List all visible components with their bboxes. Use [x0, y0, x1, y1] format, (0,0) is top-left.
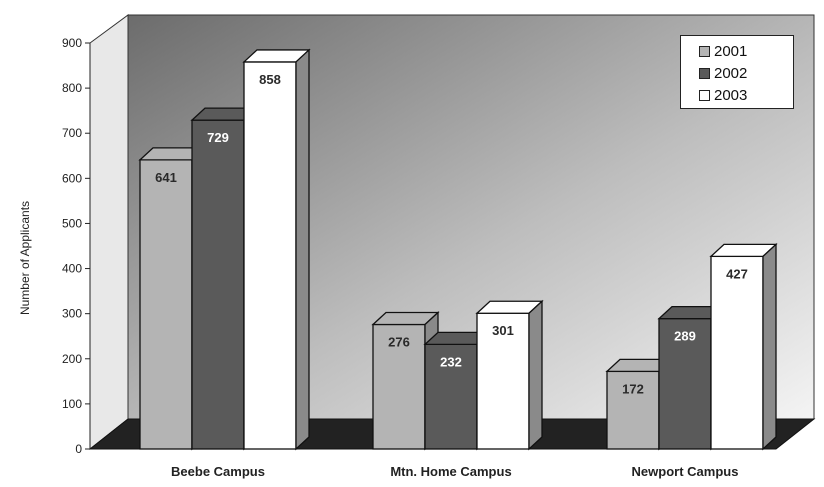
bar-front	[606, 370, 660, 450]
x-tick-label: Newport Campus	[632, 464, 739, 479]
legend-swatch	[699, 89, 710, 101]
bar-value-label: 276	[388, 334, 410, 349]
y-tick-label: 300	[62, 307, 82, 321]
x-tick-label: Beebe Campus	[171, 464, 265, 479]
bar	[709, 242, 778, 451]
y-tick-label: 900	[62, 36, 82, 50]
bar-front	[191, 119, 245, 450]
bar-front	[710, 255, 764, 450]
bar-value-label: 641	[155, 170, 177, 185]
legend-item-2003: 2003	[699, 84, 793, 106]
bar-value-label: 289	[674, 329, 696, 344]
bar-value-label: 858	[259, 72, 281, 87]
legend-label: 2002	[714, 64, 748, 82]
legend-label: 2001	[714, 42, 748, 60]
bar	[475, 299, 544, 451]
bar-front	[243, 61, 297, 450]
bar-value-label: 729	[207, 130, 229, 145]
bar-value-label: 427	[726, 266, 748, 281]
y-tick-label: 400	[62, 262, 82, 276]
bar-value-label: 301	[492, 323, 514, 338]
legend-swatch	[699, 45, 710, 57]
y-tick-label: 600	[62, 171, 82, 185]
legend-item-2002: 2002	[699, 62, 793, 84]
bar-side	[528, 299, 543, 451]
bar-front	[139, 159, 193, 450]
bar-side	[762, 242, 777, 451]
bar-front	[372, 323, 426, 450]
legend: 2001 2002 2003	[680, 35, 794, 109]
y-tick-label: 200	[62, 352, 82, 366]
bar-front	[424, 343, 478, 450]
bar-value-label: 232	[440, 354, 462, 369]
bar-front	[658, 317, 712, 450]
x-tick-label: Mtn. Home Campus	[390, 464, 511, 479]
bar-side	[295, 48, 310, 451]
bar-value-label: 172	[622, 381, 644, 396]
y-axis-title: Number of Applicants	[18, 201, 32, 315]
legend-label: 2003	[714, 86, 748, 104]
y-tick-label: 500	[62, 216, 82, 230]
legend-swatch	[699, 67, 710, 79]
bar	[242, 48, 311, 451]
y-tick-label: 700	[62, 126, 82, 140]
y-tick-label: 0	[75, 442, 82, 456]
y-tick-label: 100	[62, 397, 82, 411]
y-tick-label: 800	[62, 81, 82, 95]
side-wall	[89, 14, 129, 451]
legend-item-2001: 2001	[699, 40, 793, 62]
